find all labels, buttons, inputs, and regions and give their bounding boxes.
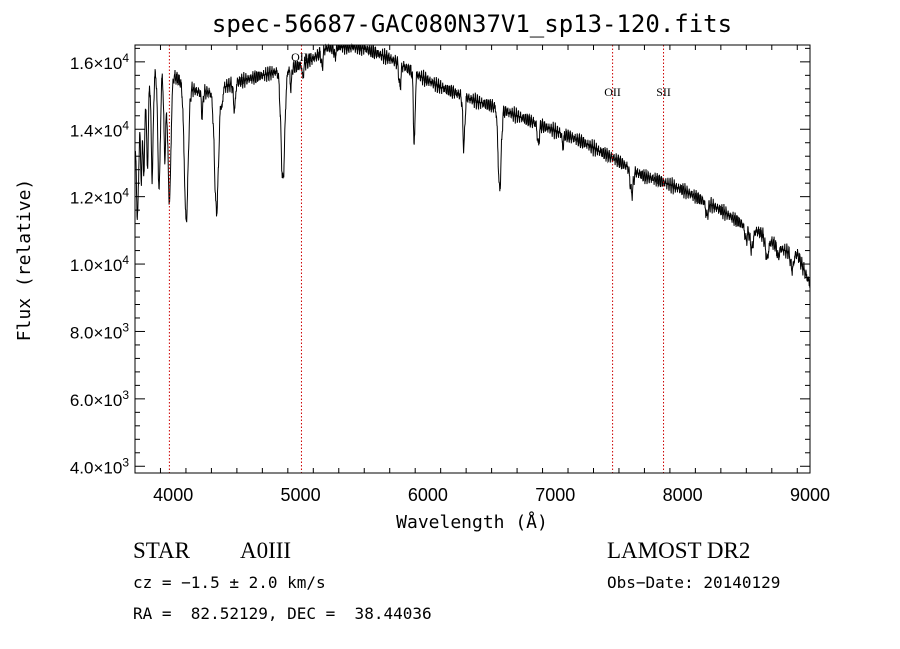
redshift-readout: cz = −1.5 ± 2.0 km/s: [133, 573, 326, 592]
observation-date: Obs−Date: 20140129: [607, 573, 781, 592]
y-tick-label: 1.0×104: [70, 253, 129, 275]
plot-frame: [134, 44, 811, 474]
y-tick-label: 1.2×104: [70, 186, 129, 208]
line-marker-label: SII: [656, 85, 671, 99]
y-tick-label: 6.0×103: [70, 388, 129, 410]
y-tick-label: 1.4×104: [70, 118, 129, 140]
y-tick-label: 1.6×104: [70, 51, 129, 73]
x-tick-label: 5000: [281, 485, 321, 505]
line-marker-label: OIII: [291, 50, 312, 64]
x-tick-label: 8000: [663, 485, 703, 505]
x-tick-label: 4000: [153, 485, 193, 505]
y-axis-label: Flux (relative): [14, 179, 35, 342]
survey-label: LAMOST DR2: [607, 538, 751, 563]
object-class: STAR: [133, 538, 190, 563]
spectrum-line: [134, 43, 811, 289]
y-tick-label: 4.0×103: [70, 455, 129, 477]
y-tick-label: 8.0×103: [70, 320, 129, 342]
line-marker-label: OII: [604, 85, 621, 99]
coordinates-readout: RA = 82.52129, DEC = 38.44036: [133, 604, 432, 623]
x-tick-label: 7000: [535, 485, 575, 505]
x-tick-label: 9000: [790, 485, 830, 505]
x-axis-label: Wavelength (Å): [396, 511, 548, 533]
x-tick-label: 6000: [408, 485, 448, 505]
chart-title: spec-56687-GAC080N37V1_sp13-120.fits: [212, 10, 732, 38]
spectral-subclass: A0III: [240, 538, 292, 563]
